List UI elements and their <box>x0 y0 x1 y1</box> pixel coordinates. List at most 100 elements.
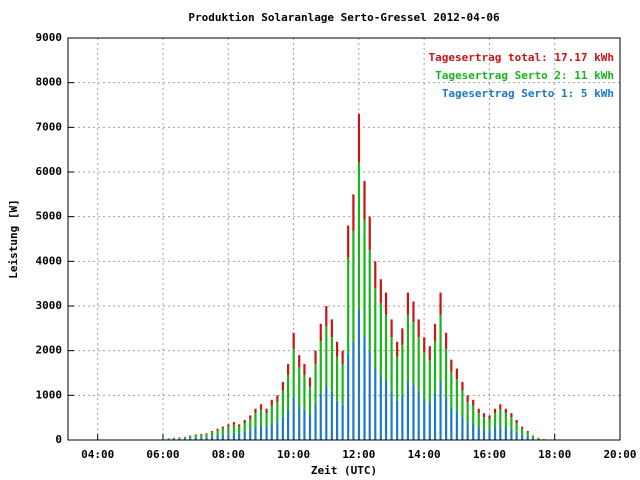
bar-segment <box>445 348 448 398</box>
bar-segment <box>243 423 246 432</box>
bar-segment <box>466 402 469 423</box>
bar-segment <box>406 292 410 315</box>
bar-segment <box>287 375 290 410</box>
bar-segment <box>455 411 458 440</box>
bar-segment <box>314 364 317 405</box>
x-tick-label: 12:00 <box>342 448 375 461</box>
bar-segment <box>504 413 507 428</box>
bar-segment <box>341 364 344 405</box>
bar-segment <box>461 381 464 391</box>
y-tick-label: 2000 <box>36 344 63 357</box>
bar-segment <box>325 306 328 327</box>
bar-segment <box>450 359 453 372</box>
bar-segment <box>319 393 322 440</box>
bar-segment <box>335 400 339 440</box>
bar-segment <box>455 368 458 380</box>
bar-segment <box>205 437 208 440</box>
bar-segment <box>499 409 502 426</box>
x-tick-label: 18:00 <box>538 448 571 461</box>
bar-segment <box>189 435 192 439</box>
x-tick-label: 14:00 <box>408 448 441 461</box>
bar-segment <box>194 437 197 440</box>
bar-segment <box>428 360 431 403</box>
bar-segment <box>254 408 257 414</box>
bar-segment <box>472 399 475 406</box>
y-tick-label: 0 <box>55 433 62 446</box>
bar-segment <box>396 400 399 440</box>
bar-segment <box>259 409 263 426</box>
bar-segment <box>526 431 529 433</box>
bar-segment <box>227 424 230 427</box>
y-tick-label: 6000 <box>36 165 63 178</box>
bar-segment <box>515 423 518 432</box>
bar-segment <box>368 216 371 251</box>
bar-segment <box>482 429 486 440</box>
bar-segment <box>531 438 535 440</box>
bar-segment <box>521 428 524 435</box>
bar-segment <box>221 434 224 440</box>
bar-segment <box>384 381 388 440</box>
bar-segment <box>428 402 431 440</box>
bar-segment <box>270 399 273 406</box>
bar-segment <box>308 386 312 415</box>
bar-segment <box>390 337 393 392</box>
bar-segment <box>341 350 344 365</box>
bar-segment <box>499 425 502 440</box>
bar-segment <box>450 407 453 440</box>
bar-segment <box>298 367 301 407</box>
bar-segment <box>439 292 442 315</box>
bar-segment <box>412 384 415 440</box>
bar-segment <box>384 292 388 315</box>
bar-segment <box>303 364 306 376</box>
bar-segment <box>433 341 437 394</box>
bar-segment <box>515 431 518 440</box>
bar-segment <box>200 435 203 438</box>
bar-segment <box>276 422 279 440</box>
bar-segment <box>368 350 371 440</box>
bar-segment <box>319 323 322 342</box>
y-tick-label: 8000 <box>36 76 63 89</box>
bar-segment <box>423 398 426 440</box>
bar-segment <box>417 319 420 338</box>
bar-segment <box>433 393 437 440</box>
bar-segment <box>401 328 404 345</box>
bar-segment <box>270 405 273 424</box>
bar-segment <box>292 348 295 398</box>
bar-segment <box>493 408 497 414</box>
bar-segment <box>216 430 219 436</box>
bar-segment <box>472 405 475 424</box>
bar-segment <box>243 431 246 440</box>
bar-segment <box>330 391 333 440</box>
bar-segment <box>352 194 355 231</box>
bar-segment <box>433 323 437 342</box>
bar-segment <box>461 416 464 440</box>
y-tick-label: 1000 <box>36 388 63 401</box>
bar-segment <box>287 409 290 440</box>
bar-segment <box>259 404 263 410</box>
bar-segment <box>314 350 317 365</box>
y-tick-label: 3000 <box>36 299 63 312</box>
bar-segment <box>488 430 491 440</box>
bar-segment <box>368 250 371 351</box>
bar-segment <box>412 322 415 385</box>
bar-segment <box>183 438 187 440</box>
bar-segment <box>308 377 312 387</box>
bar-segment <box>347 257 350 355</box>
bar-segment <box>325 326 328 387</box>
bar-segment <box>194 434 197 436</box>
bar-segment <box>439 381 442 440</box>
bar-segment <box>216 428 219 431</box>
bar-segment <box>183 437 187 439</box>
bar-segment <box>227 433 230 440</box>
bar-segment <box>477 413 480 428</box>
bar-segment <box>374 368 377 440</box>
bar-segment <box>466 422 469 440</box>
bar-segment <box>330 337 333 392</box>
bar-segment <box>276 402 279 423</box>
bar-segment <box>200 437 203 440</box>
bar-segment <box>423 337 426 353</box>
bar-segment <box>243 419 246 424</box>
x-tick-label: 10:00 <box>277 448 310 461</box>
bar-segment <box>281 416 284 440</box>
